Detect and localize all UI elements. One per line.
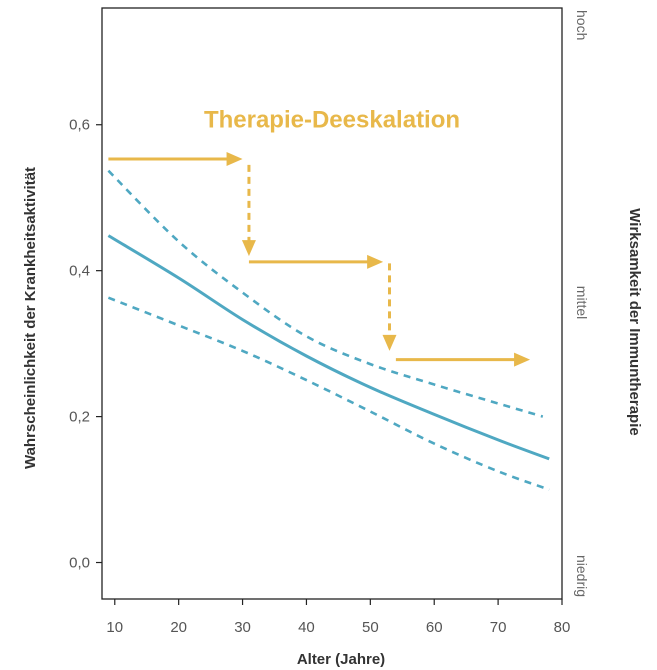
arrow-vertical-head	[382, 334, 397, 351]
x-axis-ticks: 10 20 30 40 50 60 70 80	[106, 599, 570, 636]
y-tick-label: 0,4	[69, 263, 90, 280]
x-tick-label: 10	[106, 619, 123, 636]
secondary-y-axis-title: Wirksamkeit der Immuntherapie	[626, 208, 643, 435]
x-tick-label: 40	[298, 619, 315, 636]
series-line-ci-1	[107, 169, 544, 418]
y-tick-label: 0,0	[69, 555, 90, 572]
arrow-horizontal-head	[514, 352, 531, 367]
plot-frame	[101, 7, 563, 600]
y-axis-title: Wahrscheinlichkeit der Krankheitsaktivit…	[22, 167, 39, 469]
x-tick-label: 70	[490, 619, 507, 636]
x-tick-label: 60	[426, 619, 443, 636]
annotation-therapie-deeskalation: Therapie-Deeskalation	[204, 107, 460, 134]
series-layer	[107, 169, 550, 491]
x-axis-title: Alter (Jahre)	[297, 651, 385, 668]
arrow-layer	[108, 152, 531, 367]
arrow-horizontal-head	[367, 254, 384, 269]
secondary-axis-labels: hoch mittel niedrig	[574, 10, 590, 597]
y-axis-ticks: 0,0 0,2 0,4 0,6	[69, 117, 102, 572]
series-line-mean	[107, 234, 550, 461]
secondary-axis-label: niedrig	[574, 555, 590, 597]
x-tick-label: 20	[170, 619, 187, 636]
x-tick-label: 80	[554, 619, 571, 636]
y-tick-label: 0,6	[69, 117, 90, 134]
x-tick-label: 50	[362, 619, 379, 636]
secondary-axis-label: mittel	[574, 286, 590, 319]
series-line-ci-2	[107, 296, 550, 491]
x-tick-label: 30	[234, 619, 251, 636]
y-tick-label: 0,2	[69, 409, 90, 426]
arrow-horizontal-head	[226, 152, 243, 167]
secondary-axis-label: hoch	[574, 10, 590, 40]
arrow-vertical-head	[241, 240, 256, 257]
